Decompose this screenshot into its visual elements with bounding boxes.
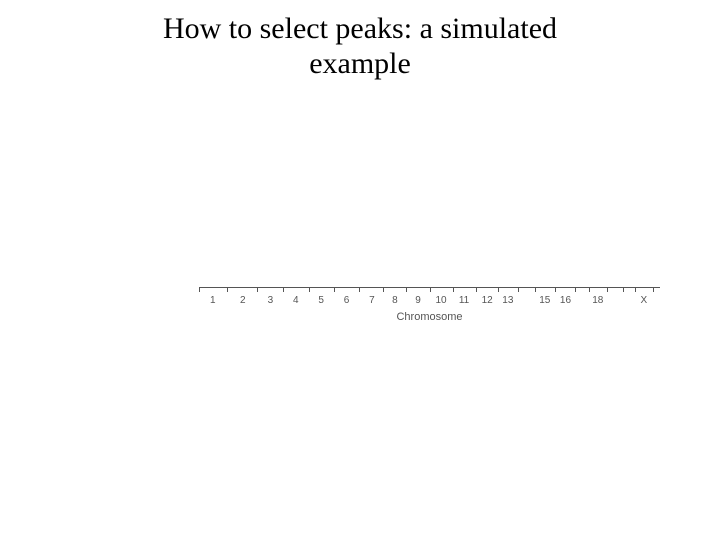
slide-title: How to select peaks: a simulated example bbox=[0, 12, 720, 81]
slide: How to select peaks: a simulated example… bbox=[0, 0, 720, 540]
title-line-2: example bbox=[309, 47, 411, 80]
axis-minor-tick bbox=[359, 287, 360, 292]
axis-minor-tick bbox=[257, 287, 258, 292]
axis-tick-label: 8 bbox=[392, 295, 398, 306]
axis-tick-label: 3 bbox=[268, 295, 274, 306]
axis-minor-tick bbox=[518, 287, 519, 292]
axis-minor-tick bbox=[430, 287, 431, 292]
axis-tick-label: 7 bbox=[369, 295, 375, 306]
axis-tick-label: 12 bbox=[482, 295, 493, 306]
axis-minor-tick bbox=[535, 287, 536, 292]
axis-minor-tick bbox=[555, 287, 556, 292]
axis-tick-label: 15 bbox=[539, 295, 550, 306]
axis-tick-label: 13 bbox=[502, 295, 513, 306]
axis-tick-label: 9 bbox=[415, 295, 421, 306]
axis-tick-label: 1 bbox=[210, 295, 216, 306]
axis-minor-tick bbox=[476, 287, 477, 292]
axis-minor-tick bbox=[607, 287, 608, 292]
axis-tick-label: 11 bbox=[459, 295, 469, 306]
axis-minor-tick bbox=[383, 287, 384, 292]
axis-minor-tick bbox=[334, 287, 335, 292]
axis-tick-label: 5 bbox=[318, 295, 324, 306]
axis-tick-label: 6 bbox=[344, 295, 350, 306]
axis-minor-tick bbox=[453, 287, 454, 292]
axis-tick-label: 4 bbox=[293, 295, 299, 306]
title-line-1: How to select peaks: a simulated bbox=[163, 12, 557, 45]
axis-minor-tick bbox=[283, 287, 284, 292]
axis-minor-tick bbox=[589, 287, 590, 292]
axis-minor-tick bbox=[309, 287, 310, 292]
axis-minor-tick bbox=[227, 287, 228, 292]
axis-tick-label: 2 bbox=[240, 295, 246, 306]
axis-minor-tick bbox=[653, 287, 654, 292]
axis-minor-tick bbox=[623, 287, 624, 292]
axis-tick-label: X bbox=[641, 295, 648, 306]
axis-minor-tick bbox=[498, 287, 499, 292]
axis-tick-label: 18 bbox=[592, 295, 603, 306]
axis-minor-tick bbox=[635, 287, 636, 292]
axis-minor-tick bbox=[575, 287, 576, 292]
axis-tick-label: 16 bbox=[560, 295, 571, 306]
axis-title: Chromosome bbox=[396, 311, 462, 323]
axis-minor-tick bbox=[199, 287, 200, 292]
axis-tick-label: 10 bbox=[435, 295, 446, 306]
axis-minor-tick bbox=[406, 287, 407, 292]
